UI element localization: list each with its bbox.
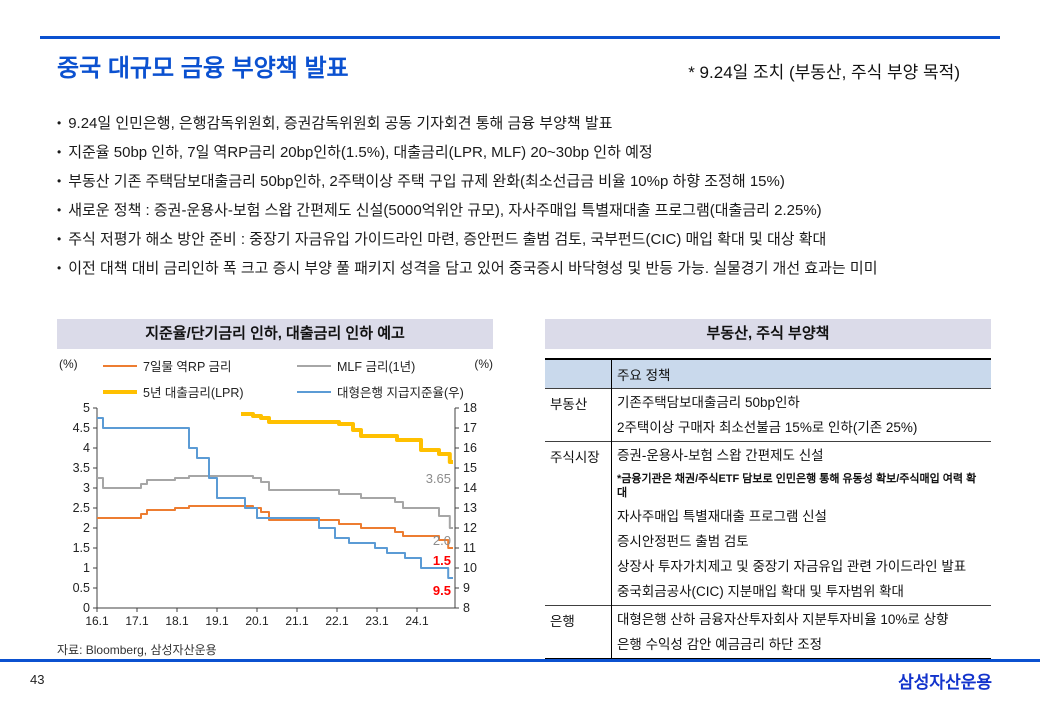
table-panel-title: 부동산, 주식 부양책 bbox=[545, 319, 991, 349]
top-divider-rule bbox=[40, 36, 1000, 39]
table-category-cell: 주식시장 bbox=[545, 441, 612, 606]
bullet-list: • 9.24일 인민은행, 은행감독위원회, 증권감독위원회 공동 기자회견 통해… bbox=[57, 109, 997, 283]
legend-swatch bbox=[103, 389, 137, 394]
bullet-item: • 부동산 기존 주택담보대출금리 50bp인하, 2주택이상 주택 구입 규제 … bbox=[57, 173, 785, 190]
bullet-item: • 주식 저평가 해소 방안 준비 : 중장기 자금유입 가이드라인 마련, 증안… bbox=[57, 231, 827, 248]
legend-label: 5년 대출금리(LPR) bbox=[143, 386, 244, 400]
svg-text:14: 14 bbox=[463, 481, 477, 495]
table-item-line: 은행 수익성 감안 예금금리 하단 조정 bbox=[617, 637, 823, 652]
bottom-divider-rule bbox=[0, 659, 1040, 662]
svg-text:1: 1 bbox=[83, 561, 90, 575]
bullet-marker: • bbox=[57, 116, 62, 130]
svg-text:15: 15 bbox=[463, 461, 477, 475]
bullet-item: • 지준율 50bp 인하, 7일 역RP금리 20bp인하(1.5%), 대출금… bbox=[57, 144, 653, 161]
chart-legend-area: (%) (%) 7일물 역RP 금리 MLF 금리(1년) 5년 대출금리(LPR)… bbox=[57, 356, 493, 402]
svg-text:16: 16 bbox=[463, 441, 477, 455]
policy-table: 주요 정책 부동산 기존주택담보대출금리 50bp인하 2주택이상 구매자 최소선불금… bbox=[545, 358, 991, 660]
rates-line-chart: 0 0.5 1 1.5 2 2.5 3 3.5 4 4.5 5 8 9 10 11 12 13 14 15 16 17 1… bbox=[73, 401, 477, 628]
legend-label: 대형은행 지급지준율(우) bbox=[337, 386, 464, 400]
bullet-item: • 이전 대책 대비 금리인하 폭 크고 증시 부양 풀 패키지 성격을 담고 있… bbox=[57, 260, 878, 277]
chart-legend: 7일물 역RP 금리 MLF 금리(1년) 5년 대출금리(LPR) 대형은행 지급지… bbox=[103, 356, 464, 401]
legend-item: 5년 대출금리(LPR) bbox=[103, 382, 297, 401]
svg-text:4.5: 4.5 bbox=[73, 421, 90, 435]
table-item-line: 자사주매입 특별재대출 프로그램 신설 bbox=[617, 509, 827, 524]
svg-text:0: 0 bbox=[83, 601, 90, 615]
svg-text:13: 13 bbox=[463, 501, 477, 515]
table-items-cell: 증권-운용사-보험 스왑 간편제도 신설 *금융기관은 채권/주식ETF 담보로 … bbox=[612, 442, 992, 606]
svg-text:3.5: 3.5 bbox=[73, 461, 90, 475]
svg-text:20.1: 20.1 bbox=[245, 614, 269, 628]
svg-text:3: 3 bbox=[83, 481, 90, 495]
table-row: 부동산 기존주택담보대출금리 50bp인하 2주택이상 구매자 최소선불금 15%로… bbox=[545, 388, 992, 442]
legend-swatch bbox=[103, 364, 137, 367]
bullet-item: • 9.24일 인민은행, 은행감독위원회, 증권감독위원회 공동 기자회견 통해… bbox=[57, 115, 613, 132]
chart-source: 자료: Bloomberg, 삼성자산운용 bbox=[57, 643, 217, 657]
policy-table-panel: 부동산, 주식 부양책 주요 정책 부동산 기존주택담보대출금리 50bp인하 2주택… bbox=[545, 319, 991, 660]
svg-text:24.1: 24.1 bbox=[405, 614, 429, 628]
table-item-line: 증권-운용사-보험 스왑 간편제도 신설 bbox=[617, 448, 824, 463]
svg-text:17: 17 bbox=[463, 421, 477, 435]
table-note-line: *금융기관은 채권/주식ETF 담보로 인민은행 통해 유동성 확보/주식매입 … bbox=[617, 473, 977, 499]
svg-text:2: 2 bbox=[83, 521, 90, 535]
svg-text:16.1: 16.1 bbox=[85, 614, 109, 628]
table-header-row: 주요 정책 bbox=[545, 359, 991, 389]
company-logo: 삼성자산운용 bbox=[898, 673, 992, 692]
table-category-cell: 은행 bbox=[545, 605, 612, 659]
legend-item: 7일물 역RP 금리 bbox=[103, 356, 297, 375]
svg-text:3.65: 3.65 bbox=[426, 471, 451, 486]
bullet-marker: • bbox=[57, 261, 62, 275]
legend-swatch bbox=[297, 364, 331, 367]
svg-text:18.1: 18.1 bbox=[165, 614, 189, 628]
legend-item: MLF 금리(1년) bbox=[297, 356, 464, 375]
table-item-line: 중국회금공사(CIC) 지분매입 확대 및 투자범위 확대 bbox=[617, 584, 904, 599]
header-annotation: * 9.24일 조치 (부동산, 주식 부양 목적) bbox=[688, 63, 960, 82]
table-item-line: 대형은행 산하 금융자산투자회사 지분투자비율 10%로 상향 bbox=[617, 612, 949, 627]
bullet-item: • 새로운 정책 : 증권-운용사-보험 스왑 간편제도 신설(5000억위안 규… bbox=[57, 202, 822, 219]
svg-text:12: 12 bbox=[463, 521, 477, 535]
svg-text:21.1: 21.1 bbox=[285, 614, 309, 628]
table-category-cell: 부동산 bbox=[545, 388, 612, 442]
svg-text:9: 9 bbox=[463, 581, 470, 595]
svg-text:23.1: 23.1 bbox=[365, 614, 389, 628]
bullet-marker: • bbox=[57, 203, 62, 217]
legend-item: 대형은행 지급지준율(우) bbox=[297, 382, 464, 401]
bullet-marker: • bbox=[57, 174, 62, 188]
table-row: 주식시장 증권-운용사-보험 스왑 간편제도 신설 *금융기관은 채권/주식ETF … bbox=[545, 441, 992, 606]
svg-text:0.5: 0.5 bbox=[73, 581, 90, 595]
svg-text:1.5: 1.5 bbox=[73, 541, 90, 555]
rates-chart-panel: 지준율/단기금리 인하, 대출금리 인하 예고 (%) (%) 7일물 역RP … bbox=[57, 319, 493, 658]
page-number: 43 bbox=[30, 672, 45, 687]
svg-text:1.5: 1.5 bbox=[433, 553, 451, 568]
svg-text:10: 10 bbox=[463, 561, 477, 575]
svg-text:4: 4 bbox=[83, 441, 90, 455]
legend-label: 7일물 역RP 금리 bbox=[143, 360, 232, 374]
bullet-marker: • bbox=[57, 232, 62, 246]
table-items-cell: 기존주택담보대출금리 50bp인하 2주택이상 구매자 최소선불금 15%로 인하… bbox=[612, 389, 992, 442]
svg-text:5: 5 bbox=[83, 402, 90, 415]
table-item-line: 기존주택담보대출금리 50bp인하 bbox=[617, 395, 800, 410]
bullet-marker: • bbox=[57, 145, 62, 159]
svg-text:8: 8 bbox=[463, 601, 470, 615]
svg-text:19.1: 19.1 bbox=[205, 614, 229, 628]
legend-label: MLF 금리(1년) bbox=[337, 360, 416, 374]
svg-text:2.0: 2.0 bbox=[433, 533, 451, 548]
svg-text:18: 18 bbox=[463, 402, 477, 415]
svg-text:9.5: 9.5 bbox=[433, 583, 451, 598]
right-axis-unit: (%) bbox=[474, 357, 493, 371]
table-item-line: 증시안정펀드 출범 검토 bbox=[617, 534, 749, 549]
svg-text:2.5: 2.5 bbox=[73, 501, 90, 515]
svg-text:22.1: 22.1 bbox=[325, 614, 349, 628]
page-title: 중국 대규모 금융 부양책 발표 bbox=[57, 55, 349, 82]
left-axis-unit: (%) bbox=[59, 357, 78, 371]
svg-text:11: 11 bbox=[463, 541, 476, 555]
chart-panel-title: 지준율/단기금리 인하, 대출금리 인하 예고 bbox=[57, 319, 493, 349]
legend-swatch bbox=[297, 390, 331, 393]
svg-text:17.1: 17.1 bbox=[125, 614, 149, 628]
table-row: 은행 대형은행 산하 금융자산투자회사 지분투자비율 10%로 상향 은행 수익성 … bbox=[545, 605, 992, 660]
table-header-cell: 주요 정책 bbox=[611, 359, 991, 389]
table-header-empty-cell bbox=[545, 359, 612, 389]
table-item-line: 2주택이상 구매자 최소선불금 15%로 인하(기존 25%) bbox=[617, 420, 918, 435]
table-item-line: 상장사 투자가치제고 및 중장기 자금유입 관련 가이드라인 발표 bbox=[617, 559, 967, 574]
